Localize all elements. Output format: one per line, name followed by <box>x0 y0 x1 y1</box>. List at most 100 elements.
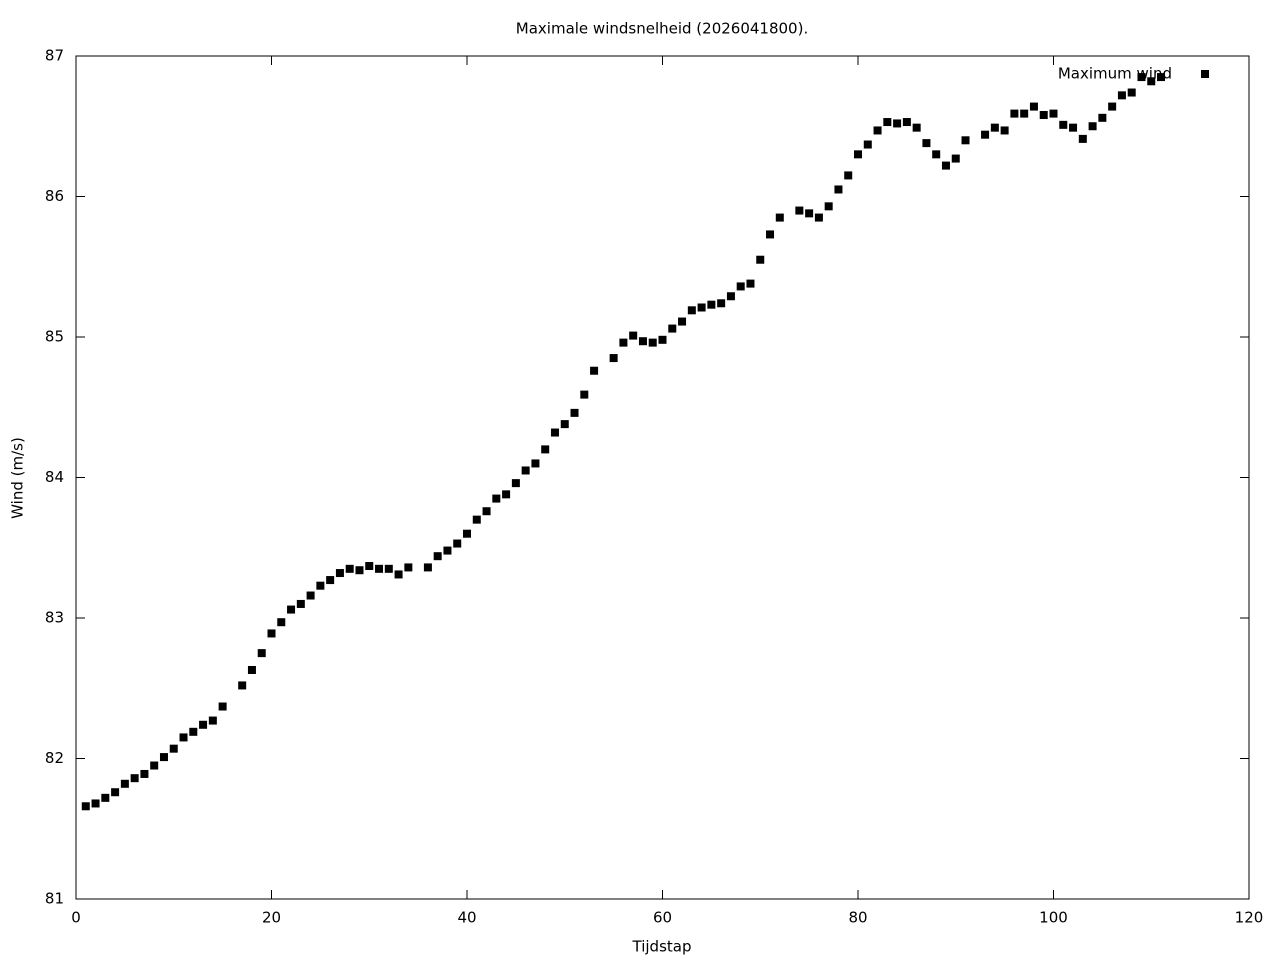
point <box>824 202 833 211</box>
point <box>981 130 990 139</box>
y-tick-label: 83 <box>45 609 64 627</box>
point <box>912 123 921 132</box>
point <box>746 279 755 288</box>
point <box>140 769 149 778</box>
plot-frame <box>75 55 1250 900</box>
point <box>453 539 462 548</box>
point <box>208 716 217 725</box>
point <box>560 420 569 429</box>
point <box>658 335 667 344</box>
point <box>590 366 599 375</box>
x-tick-label: 20 <box>262 909 281 927</box>
point <box>1020 109 1029 118</box>
point <box>384 564 393 573</box>
y-tick-label: 82 <box>45 749 64 767</box>
point <box>883 118 892 127</box>
point <box>1000 126 1009 135</box>
point <box>570 408 579 417</box>
point <box>1049 109 1058 118</box>
x-tick-label: 0 <box>71 909 81 927</box>
point <box>893 119 902 128</box>
point <box>1157 73 1166 82</box>
x-tick-label: 100 <box>1039 909 1068 927</box>
y-axis-label: Wind (m/s) <box>9 437 27 519</box>
point <box>687 306 696 315</box>
point <box>873 126 882 135</box>
point <box>854 150 862 159</box>
point <box>932 150 941 159</box>
point <box>472 515 481 524</box>
point <box>619 338 628 347</box>
point <box>922 139 931 148</box>
point <box>951 154 960 163</box>
point <box>179 733 188 742</box>
point <box>199 720 208 729</box>
point <box>961 136 970 145</box>
point <box>531 459 540 468</box>
point <box>1078 134 1087 143</box>
point <box>648 338 657 347</box>
point <box>668 324 677 333</box>
legend-label: Maximum wind <box>1058 65 1172 83</box>
point <box>257 649 266 658</box>
point <box>766 230 775 239</box>
point <box>326 576 335 585</box>
point <box>863 140 872 149</box>
point <box>678 317 687 326</box>
point <box>91 799 100 808</box>
point <box>775 213 784 222</box>
y-tick-label: 86 <box>45 187 64 205</box>
point <box>463 529 471 538</box>
point <box>101 793 110 802</box>
point <box>717 299 726 308</box>
point <box>267 629 276 638</box>
point <box>1137 73 1146 82</box>
point <box>609 354 618 363</box>
point <box>1127 88 1136 97</box>
point <box>521 466 530 475</box>
point <box>844 171 853 180</box>
point <box>345 564 354 573</box>
point <box>277 618 286 627</box>
point <box>482 507 491 516</box>
x-axis-label: Tijdstap <box>632 938 692 956</box>
point <box>805 209 814 218</box>
point <box>795 206 804 215</box>
point <box>834 185 843 194</box>
x-tick-label: 60 <box>653 909 672 927</box>
point <box>941 161 950 170</box>
point <box>1069 123 1078 132</box>
point <box>355 566 364 575</box>
point <box>511 479 520 488</box>
point <box>697 303 706 312</box>
point <box>394 570 403 579</box>
point <box>365 562 374 571</box>
point <box>814 213 823 222</box>
point <box>81 802 90 811</box>
y-tick-label: 84 <box>45 468 64 486</box>
point <box>375 564 384 573</box>
point <box>404 563 413 572</box>
point <box>247 665 256 674</box>
y-tick-label: 81 <box>45 890 64 908</box>
point <box>169 744 178 753</box>
point <box>726 292 735 301</box>
point <box>1108 102 1117 111</box>
point <box>638 337 647 346</box>
x-tick-label: 120 <box>1235 909 1264 927</box>
point <box>502 490 511 499</box>
point <box>756 255 765 264</box>
point <box>443 546 452 555</box>
legend-marker <box>1201 70 1209 78</box>
point <box>150 761 159 770</box>
point <box>1098 113 1107 122</box>
point <box>238 681 247 690</box>
x-tick-label: 80 <box>848 909 867 927</box>
x-tick-label: 40 <box>457 909 476 927</box>
point <box>550 428 559 437</box>
point <box>1039 111 1048 120</box>
point <box>423 563 432 572</box>
point <box>1029 102 1038 111</box>
